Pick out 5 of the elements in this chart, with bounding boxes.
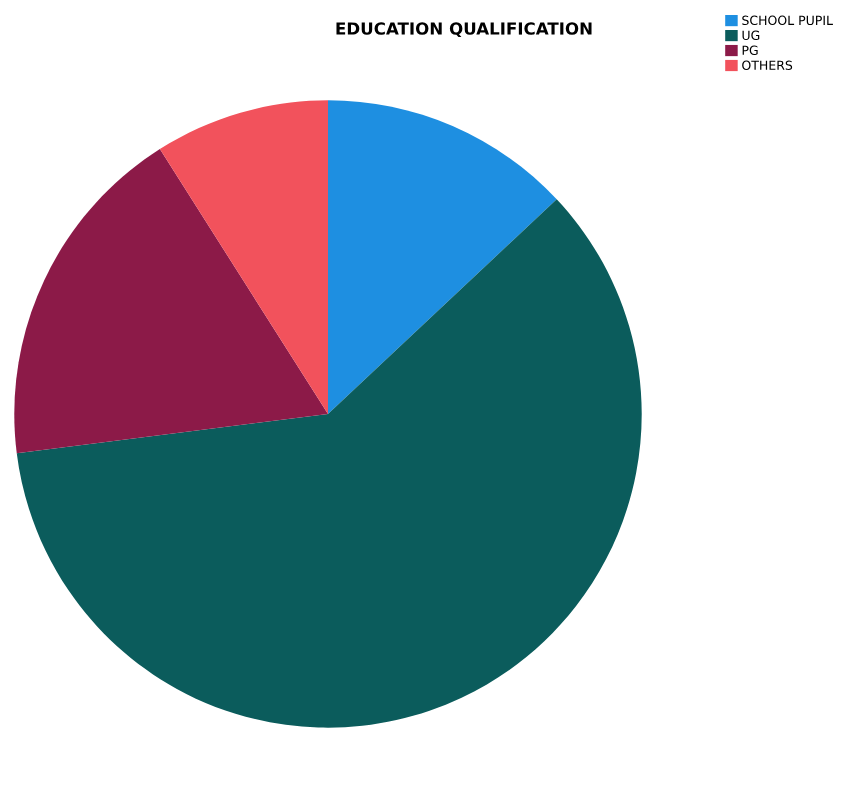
chart-title: EDUCATION QUALIFICATION bbox=[336, 22, 592, 38]
pie-slice bbox=[16, 199, 642, 728]
pie-slice bbox=[14, 149, 328, 454]
pie-slice bbox=[328, 100, 557, 414]
pie-slice bbox=[159, 100, 328, 414]
